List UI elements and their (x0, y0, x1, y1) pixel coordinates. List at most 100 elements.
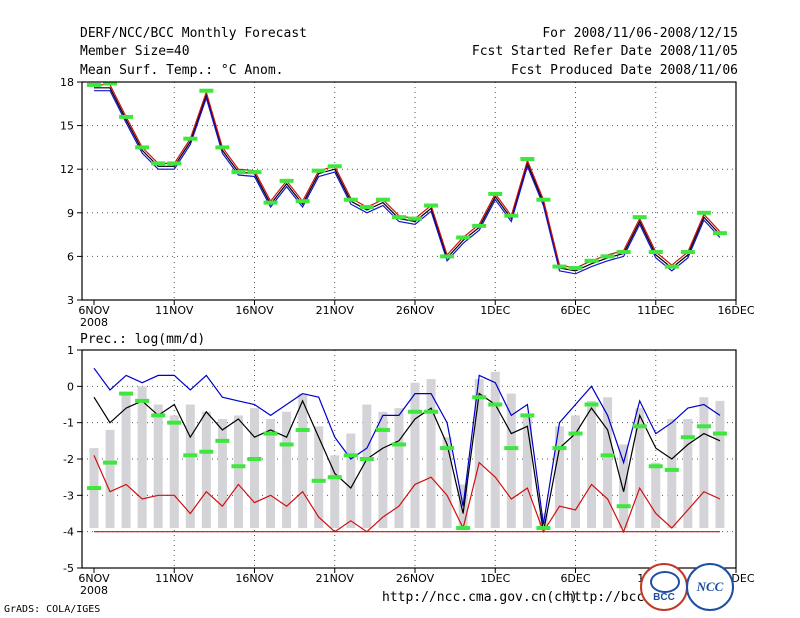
url-ncc[interactable]: http://ncc.cma.gov.cn(ch) (382, 590, 578, 605)
variable-label: Mean Surf. Temp.: °C Anom. (80, 63, 284, 78)
prec-observed-marker (215, 438, 230, 443)
prec-spread-bar (651, 462, 661, 529)
temp-xtick-label: 6DEC (560, 304, 590, 317)
prec-spread-bar (571, 415, 580, 529)
temp-year-label: 2008 (80, 316, 108, 329)
prec-xtick-label: 21NOV (316, 572, 355, 585)
prec-observed-marker (504, 446, 519, 451)
prec-observed-marker (456, 526, 471, 531)
prec-observed-marker (359, 457, 374, 461)
prec-spread-bar (217, 419, 227, 529)
prec-observed-marker (424, 409, 439, 414)
prec-xtick-label: 26NOV (396, 572, 435, 585)
prec-spread-bar (137, 386, 147, 529)
prec-observed-marker (696, 424, 711, 429)
temp-xtick-label: 16DEC (717, 304, 754, 317)
prec-xtick-label: 16NOV (235, 572, 274, 585)
prec-observed-marker (568, 431, 583, 436)
temp-observed-marker (408, 216, 422, 221)
temp-observed-marker (712, 231, 727, 236)
temp-observed-marker (327, 164, 342, 169)
temp-observed-marker (119, 114, 134, 119)
url-bcc[interactable]: http://bcc. (566, 590, 653, 605)
prec-spread-bar (522, 415, 532, 529)
prec-series-line (93, 367, 721, 525)
prec-spread-bar (667, 419, 677, 529)
produced-date: Fcst Produced Date 2008/11/06 (511, 63, 738, 78)
temp-observed-marker (311, 168, 326, 173)
prec-observed-marker (680, 435, 695, 440)
temp-observed-marker (391, 215, 406, 220)
prec-spread-bar (715, 400, 725, 529)
prec-observed-marker (600, 453, 615, 458)
prec-spread-bar (394, 408, 404, 529)
prec-observed-marker (520, 413, 535, 418)
temp-observed-marker (632, 215, 647, 220)
temp-observed-marker (199, 88, 214, 93)
prec-spread-bar (378, 411, 388, 529)
prec-plot-frame (81, 349, 737, 569)
member-size: Member Size=40 (80, 44, 190, 59)
temp-series-line (94, 90, 721, 275)
prec-xtick-label: 1DEC (480, 572, 510, 585)
prec-spread-bar (298, 393, 308, 529)
chart-title: DERF/NCC/BCC Monthly Forecast (80, 26, 307, 41)
temp-observed-marker (472, 223, 487, 228)
temp-observed-marker (103, 81, 118, 86)
prec-observed-marker (183, 453, 198, 458)
prec-ytick-label: 0 (67, 380, 74, 393)
prec-spread-bar (266, 419, 276, 529)
temp-observed-marker (456, 235, 471, 240)
prec-spread-bar (314, 426, 324, 529)
prec-spread-bar (506, 393, 516, 529)
temp-observed-marker (648, 250, 663, 255)
temp-ytick-label: 6 (67, 250, 74, 263)
prec-observed-marker (712, 431, 727, 436)
prec-spread-bar (250, 408, 259, 529)
prec-spread-bar (426, 379, 436, 529)
prec-observed-marker (231, 464, 246, 469)
temp-observed-marker (488, 191, 503, 196)
temp-observed-marker (440, 254, 455, 259)
prec-spread-bar (699, 397, 709, 529)
temp-observed-marker (600, 254, 615, 259)
prec-observed-marker (536, 526, 551, 531)
prec-observed-marker (263, 431, 278, 436)
temp-observed-marker (536, 197, 551, 202)
temp-ytick-label: 9 (67, 207, 74, 220)
prec-spread-bar (233, 415, 243, 529)
prec-spread-bar (554, 426, 564, 529)
start-date: Fcst Started Refer Date 2008/11/05 (471, 44, 738, 59)
prec-spread-bar (587, 400, 597, 529)
temp-observed-marker (520, 157, 535, 162)
prec-observed-marker (488, 402, 503, 407)
temp-xtick-label: 21NOV (316, 304, 355, 317)
temp-observed-marker (375, 197, 390, 202)
prec-observed-marker (472, 395, 487, 400)
temp-ytick-label: 12 (60, 163, 74, 176)
prec-observed-marker (391, 442, 406, 447)
temp-observed-marker (151, 161, 166, 166)
precip-label: Prec.: log(mm/d) (80, 332, 206, 347)
prec-observed-marker (135, 398, 150, 403)
temp-series-line (94, 87, 721, 272)
prec-ytick-label: -2 (63, 453, 74, 466)
temp-observed-marker (215, 145, 230, 150)
temp-ytick-label: 3 (67, 294, 74, 307)
prec-series-line (93, 455, 721, 534)
prec-year-label: 2008 (80, 584, 108, 597)
temp-observed-marker (135, 145, 150, 150)
prec-spread-bar (121, 393, 131, 529)
prec-observed-marker (327, 475, 342, 480)
prec-spread-bar (603, 397, 613, 529)
temp-observed-marker (263, 200, 278, 205)
temp-observed-marker (343, 197, 358, 202)
ncc-logo: NCC (686, 563, 734, 611)
temp-observed-marker (552, 264, 567, 269)
temp-observed-marker (87, 82, 101, 87)
prec-spread-bar (490, 371, 500, 529)
prec-spread-bar (169, 415, 179, 529)
prec-spread-bar (153, 404, 163, 529)
prec-observed-marker (584, 402, 599, 407)
